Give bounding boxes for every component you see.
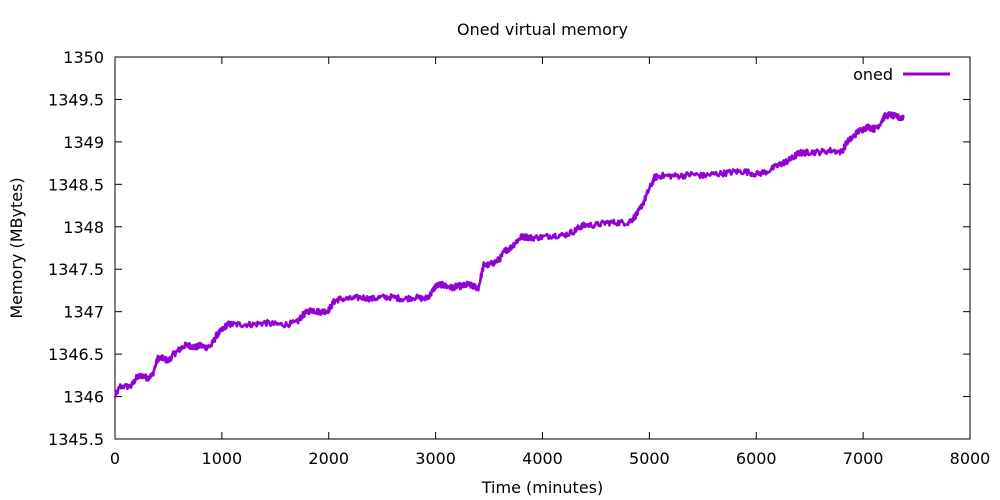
x-tick-label: 0 xyxy=(110,449,120,468)
y-tick-label: 1348 xyxy=(63,218,104,237)
series-lines xyxy=(113,111,905,399)
x-tick-label: 2000 xyxy=(308,449,349,468)
y-tick-label: 1347.5 xyxy=(48,260,104,279)
y-tick-label: 1346 xyxy=(63,388,104,407)
legend: oned xyxy=(853,65,950,84)
y-tick-label: 1348.5 xyxy=(48,175,104,194)
y-tick-label: 1346.5 xyxy=(48,345,104,364)
plot-frame xyxy=(114,56,971,440)
y-tick-label: 1349.5 xyxy=(48,90,104,109)
y-axis-label: Memory (MBytes) xyxy=(7,177,26,318)
x-tick-label: 1000 xyxy=(202,449,243,468)
y-tick-label: 1349 xyxy=(63,133,104,152)
x-tick-label: 5000 xyxy=(629,449,670,468)
y-tick-label: 1347 xyxy=(63,303,104,322)
x-tick-label: 6000 xyxy=(736,449,777,468)
y-tick-label: 1350 xyxy=(63,48,104,67)
axis-ticks xyxy=(114,56,971,440)
legend-label-oned: oned xyxy=(853,65,893,84)
chart-title: Oned virtual memory xyxy=(457,20,628,39)
x-tick-label: 4000 xyxy=(522,449,563,468)
plot-border xyxy=(114,56,971,440)
series-line-oned xyxy=(113,111,905,399)
x-tick-label: 3000 xyxy=(415,449,456,468)
y-tick-label: 1345.5 xyxy=(48,430,104,449)
tick-labels: 0 1000 2000 3000 4000 5000 6000 7000 8000 1345.5 1… xyxy=(48,48,990,468)
x-tick-label: 7000 xyxy=(843,449,884,468)
x-axis-label: Time (minutes) xyxy=(481,478,604,497)
x-tick-label: 8000 xyxy=(950,449,991,468)
